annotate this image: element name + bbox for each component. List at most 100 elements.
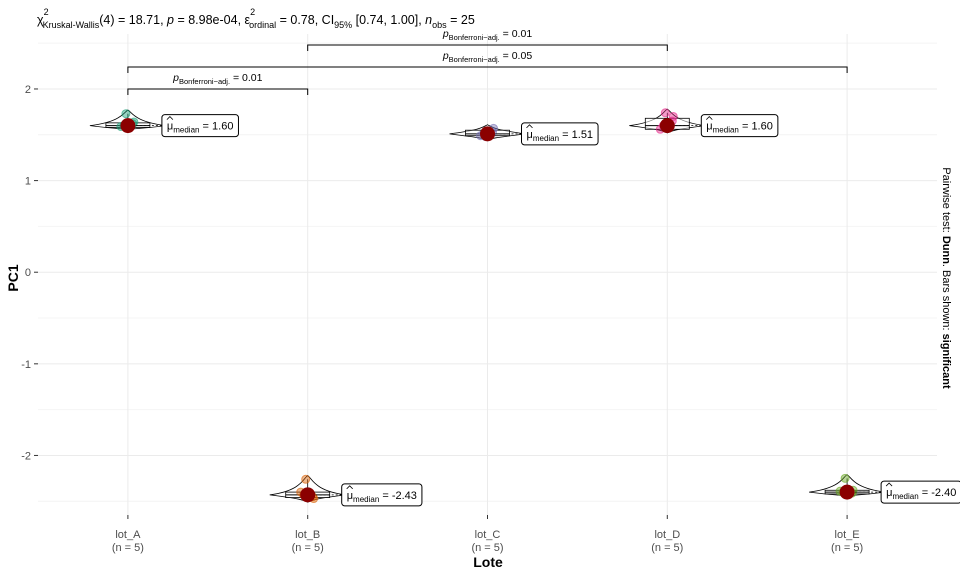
median-hat	[706, 116, 713, 120]
y-tick-label: 0	[25, 267, 31, 279]
median-label-eq: =	[739, 121, 752, 133]
y-tick-label: 1	[25, 176, 31, 188]
x-tick-n-label: (n = 5)	[831, 542, 863, 554]
median-label-symbol: μ	[527, 129, 533, 141]
median-label-subscript: median	[892, 492, 918, 501]
median-label-box	[161, 114, 239, 138]
group-lot_C	[449, 123, 526, 142]
ci-label: CI	[322, 13, 335, 27]
median-label: μmedian = 1.51	[527, 129, 594, 143]
comparison-bracket	[307, 44, 668, 51]
median-label: μmedian = -2.43	[347, 490, 417, 504]
median-label-value: -2.43	[392, 490, 417, 502]
stat-subscript: Kruskal-Wallis	[43, 20, 100, 30]
comparison-label: pBonferroni−adj. = 0.01	[172, 72, 262, 86]
x-tick-label: lot_D	[654, 529, 680, 541]
x-tick-n-label: (n = 5)	[471, 542, 503, 554]
comparison-p-subscript: Bonferroni−adj.	[179, 77, 230, 86]
median-label-box	[880, 480, 960, 504]
n-subscript: obs	[432, 20, 447, 30]
comparison-p-value: = 0.01	[230, 72, 263, 84]
median-label: μmedian = 1.60	[706, 121, 773, 135]
side-caption: Pairwise test: Dunn. Bars shown: signifi…	[940, 167, 952, 389]
y-axis-title: PC1	[5, 264, 21, 291]
y-tick-label: -2	[21, 450, 31, 462]
median-point	[839, 484, 855, 500]
median-label: μmedian = -2.40	[886, 487, 956, 501]
x-tick-n-label: (n = 5)	[292, 542, 324, 554]
x-tick-label: lot_C	[475, 529, 501, 541]
ci-value: [0.74, 1.00]	[352, 13, 418, 27]
comparison-p-subscript: Bonferroni−adj.	[449, 33, 500, 42]
x-tick-n-label: (n = 5)	[651, 542, 683, 554]
effect-subscript: ordinal	[249, 20, 276, 30]
median-label-eq: =	[559, 129, 572, 141]
stat-superscript: 2	[44, 7, 49, 17]
x-tick-label: lot_B	[295, 529, 320, 541]
median-point	[659, 118, 675, 134]
data-point	[840, 473, 850, 483]
median-label-eq: =	[379, 490, 392, 502]
chart-caption: χ2 Kruskal-Wallis(4) = 18.71, p = 8.98e-0…	[37, 7, 475, 30]
median-label-eq: =	[199, 121, 212, 133]
median-label-subscript: median	[533, 134, 559, 143]
y-tick-label: 2	[25, 84, 31, 96]
x-axis: lot_A(n = 5)lot_B(n = 5)lot_C(n = 5)lot_…	[112, 515, 863, 554]
comparison-bracket	[127, 88, 309, 95]
median-hat	[166, 116, 174, 120]
comparison-p-symbol: p	[442, 50, 449, 62]
x-tick-label: lot_A	[115, 529, 141, 541]
y-tick-label: -1	[21, 359, 31, 371]
group-lot_A	[89, 109, 166, 134]
median-point	[120, 118, 136, 134]
comparison-p-symbol: p	[442, 28, 449, 40]
n-value: = 25	[447, 13, 475, 27]
median-label-value: -2.40	[931, 487, 956, 499]
median-hat	[885, 482, 893, 487]
comparison-bracket	[127, 66, 848, 73]
side-caption-test: Dunn	[940, 236, 952, 264]
median-hat	[526, 124, 533, 129]
data-point	[668, 111, 678, 121]
data-point	[660, 108, 670, 118]
median-label-subscript: median	[353, 495, 379, 504]
comparison-p-value: = 0.01	[500, 28, 533, 40]
groups	[89, 108, 886, 504]
median-label-eq: =	[919, 487, 932, 499]
median-label-symbol: μ	[167, 121, 173, 133]
group-lot_E	[809, 473, 886, 500]
grid	[38, 34, 937, 515]
effect-superscript: 2	[250, 7, 255, 17]
median-label-box	[700, 114, 779, 138]
x-axis-title: Lote	[473, 554, 503, 570]
x-tick-label: lot_E	[835, 529, 860, 541]
median-label-symbol: μ	[347, 490, 353, 502]
ci-subscript: 95%	[334, 20, 352, 30]
effect-symbol: ε	[245, 13, 251, 27]
median-label-symbol: μ	[886, 487, 892, 499]
median-label-box	[521, 122, 599, 146]
y-axis: 2 1 0 -1 -2	[21, 84, 38, 462]
comparison-p-symbol: p	[172, 72, 179, 84]
comparison-label: pBonferroni−adj. = 0.01	[442, 28, 532, 42]
median-label-value: 1.51	[572, 129, 593, 141]
data-point	[121, 109, 131, 119]
side-caption-middle: . Bars shown:	[940, 264, 952, 334]
p-label: p	[166, 13, 174, 27]
p-value: = 8.98e-04	[174, 13, 238, 27]
comparison-p-value: = 0.05	[500, 50, 533, 62]
median-hat	[346, 485, 353, 490]
median-point	[480, 126, 495, 142]
group-lot_D	[629, 108, 706, 134]
median-label-subscript: median	[713, 126, 739, 135]
comparison-label: pBonferroni−adj. = 0.05	[442, 50, 532, 64]
median-label-value: 1.60	[751, 121, 772, 133]
comparison-p-subscript: Bonferroni−adj.	[449, 55, 500, 64]
n-label: n	[425, 13, 432, 27]
pairwise-brackets: pBonferroni−adj. = 0.01pBonferroni−adj. …	[127, 28, 848, 95]
side-caption-shown: significant	[940, 334, 952, 389]
group-lot_B	[269, 474, 346, 504]
side-caption-prefix: Pairwise test:	[940, 167, 952, 235]
